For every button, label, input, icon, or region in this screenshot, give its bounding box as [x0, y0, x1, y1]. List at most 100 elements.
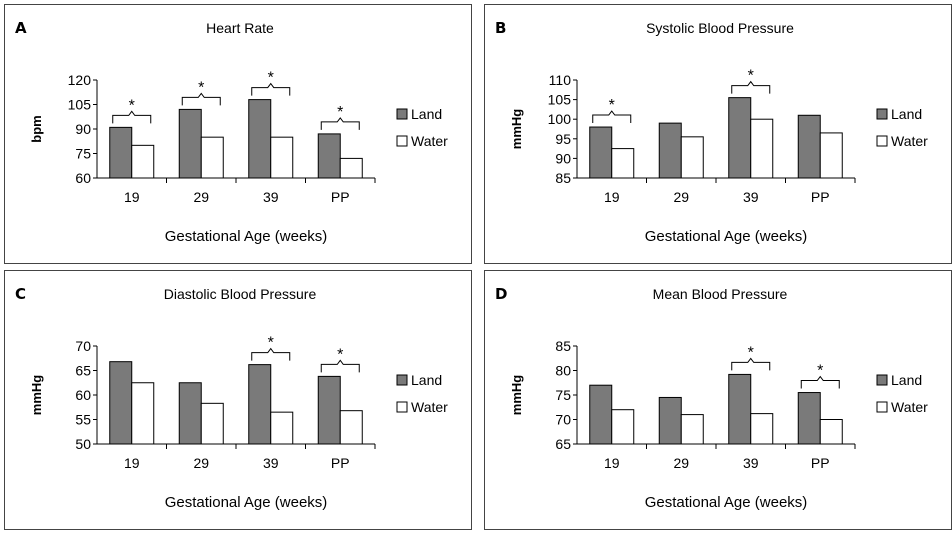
- legend-label: Water: [411, 133, 448, 149]
- y-tick-label: 100: [548, 111, 572, 127]
- legend-swatch: [396, 374, 408, 386]
- bar-water: [270, 136, 294, 179]
- chart-panel-systolic: B Systolic Blood Pressure 85 90 95 100 105 110 m…: [484, 4, 952, 264]
- significance-star: *: [337, 346, 343, 363]
- chart-svg-mean: D Mean Blood Pressure 65 70 75 80 85 mmHg 19 29 39…: [495, 285, 928, 511]
- significance-bracket: [731, 357, 771, 371]
- x-tick-label: 19: [124, 455, 140, 471]
- panel-label: B: [495, 19, 506, 37]
- y-tick-label: 85: [555, 338, 571, 354]
- y-tick-label: 75: [555, 387, 571, 403]
- y-tick-label: 105: [548, 92, 572, 108]
- legend-label: Land: [411, 372, 442, 388]
- significance-bracket: [181, 92, 221, 106]
- y-tick-label: 70: [555, 412, 571, 428]
- y-tick-label: 80: [555, 363, 571, 379]
- bar-water: [339, 157, 363, 179]
- bar-land: [589, 126, 613, 179]
- chart-title: Mean Blood Pressure: [653, 286, 788, 302]
- significance-star: *: [268, 70, 274, 87]
- y-axis-label: mmHg: [29, 375, 44, 416]
- y-tick-label: 60: [75, 170, 91, 186]
- legend-swatch: [876, 401, 888, 413]
- x-tick-label: 39: [743, 455, 759, 471]
- y-tick-label: 65: [75, 363, 91, 379]
- y-axis-label: bpm: [29, 115, 44, 142]
- bar-water: [680, 136, 704, 179]
- bar-water: [611, 409, 635, 445]
- significance-star: *: [337, 104, 343, 121]
- x-tick-label: 29: [193, 189, 209, 205]
- x-tick-label: 29: [673, 455, 689, 471]
- significance-bracket: [731, 80, 771, 94]
- significance-star: *: [268, 335, 274, 352]
- significance-star: *: [748, 344, 754, 361]
- bar-water: [819, 132, 843, 179]
- significance-bracket: [320, 117, 360, 130]
- legend-swatch: [876, 374, 888, 386]
- bar-land: [109, 126, 133, 179]
- y-tick-label: 75: [75, 146, 91, 162]
- bar-water: [200, 136, 224, 179]
- y-tick-label: 70: [75, 338, 91, 354]
- chart-title: Systolic Blood Pressure: [646, 20, 794, 36]
- legend-label: Land: [891, 372, 922, 388]
- y-tick-label: 90: [555, 150, 571, 166]
- bar-land: [658, 122, 682, 179]
- y-tick-label: 55: [75, 412, 91, 428]
- x-tick-label: PP: [811, 189, 830, 205]
- legend-label: Land: [891, 106, 922, 122]
- legend-swatch: [876, 135, 888, 147]
- bar-land: [658, 396, 682, 445]
- legend-label: Water: [891, 399, 928, 415]
- significance-star: *: [609, 97, 615, 114]
- chart-svg-diastolic: C Diastolic Blood Pressure 50 55 60 65 70 mmHg 1…: [15, 285, 448, 511]
- panel-label: D: [495, 285, 507, 303]
- bar-land: [728, 97, 752, 179]
- y-tick-label: 105: [68, 97, 92, 113]
- bar-water: [270, 411, 294, 445]
- bar-land: [178, 382, 202, 445]
- y-tick-label: 50: [75, 436, 91, 452]
- x-tick-label: 29: [193, 455, 209, 471]
- x-axis-label: Gestational Age (weeks): [645, 494, 808, 511]
- bar-land: [248, 364, 272, 445]
- bar-water: [200, 402, 224, 445]
- y-tick-label: 60: [75, 387, 91, 403]
- bar-water: [611, 148, 635, 179]
- x-axis-label: Gestational Age (weeks): [165, 494, 328, 511]
- significance-star: *: [129, 97, 135, 114]
- y-tick-label: 95: [555, 131, 571, 147]
- x-tick-label: 39: [263, 455, 279, 471]
- x-axis-label: Gestational Age (weeks): [645, 228, 808, 245]
- x-tick-label: PP: [811, 455, 830, 471]
- x-tick-label: 19: [604, 189, 620, 205]
- bar-water: [750, 413, 774, 445]
- x-tick-label: 39: [263, 189, 279, 205]
- chart-title: Diastolic Blood Pressure: [164, 286, 317, 302]
- x-tick-label: 19: [124, 189, 140, 205]
- legend-label: Water: [411, 399, 448, 415]
- y-tick-label: 90: [75, 121, 91, 137]
- significance-bracket: [800, 375, 840, 389]
- significance-bracket: [251, 347, 291, 361]
- chart-panel-heart-rate: A Heart Rate 60 75 90 105 120 bpm 19 * 29 * 39 * PP * Ge…: [4, 4, 472, 264]
- significance-bracket: [251, 82, 291, 96]
- legend-swatch: [876, 108, 888, 120]
- bar-water: [131, 144, 155, 179]
- x-tick-label: 19: [604, 455, 620, 471]
- y-tick-label: 120: [68, 72, 92, 88]
- legend-swatch: [396, 108, 408, 120]
- significance-star: *: [748, 68, 754, 85]
- legend-swatch: [396, 135, 408, 147]
- bar-water: [750, 118, 774, 179]
- y-tick-label: 110: [549, 72, 572, 88]
- significance-star: *: [817, 363, 823, 380]
- chart-title: Heart Rate: [206, 20, 274, 36]
- x-axis-label: Gestational Age (weeks): [165, 228, 328, 245]
- bar-water: [680, 414, 704, 445]
- bar-land: [797, 392, 821, 445]
- bar-land: [317, 375, 341, 445]
- x-tick-label: PP: [331, 455, 350, 471]
- legend-label: Land: [411, 106, 442, 122]
